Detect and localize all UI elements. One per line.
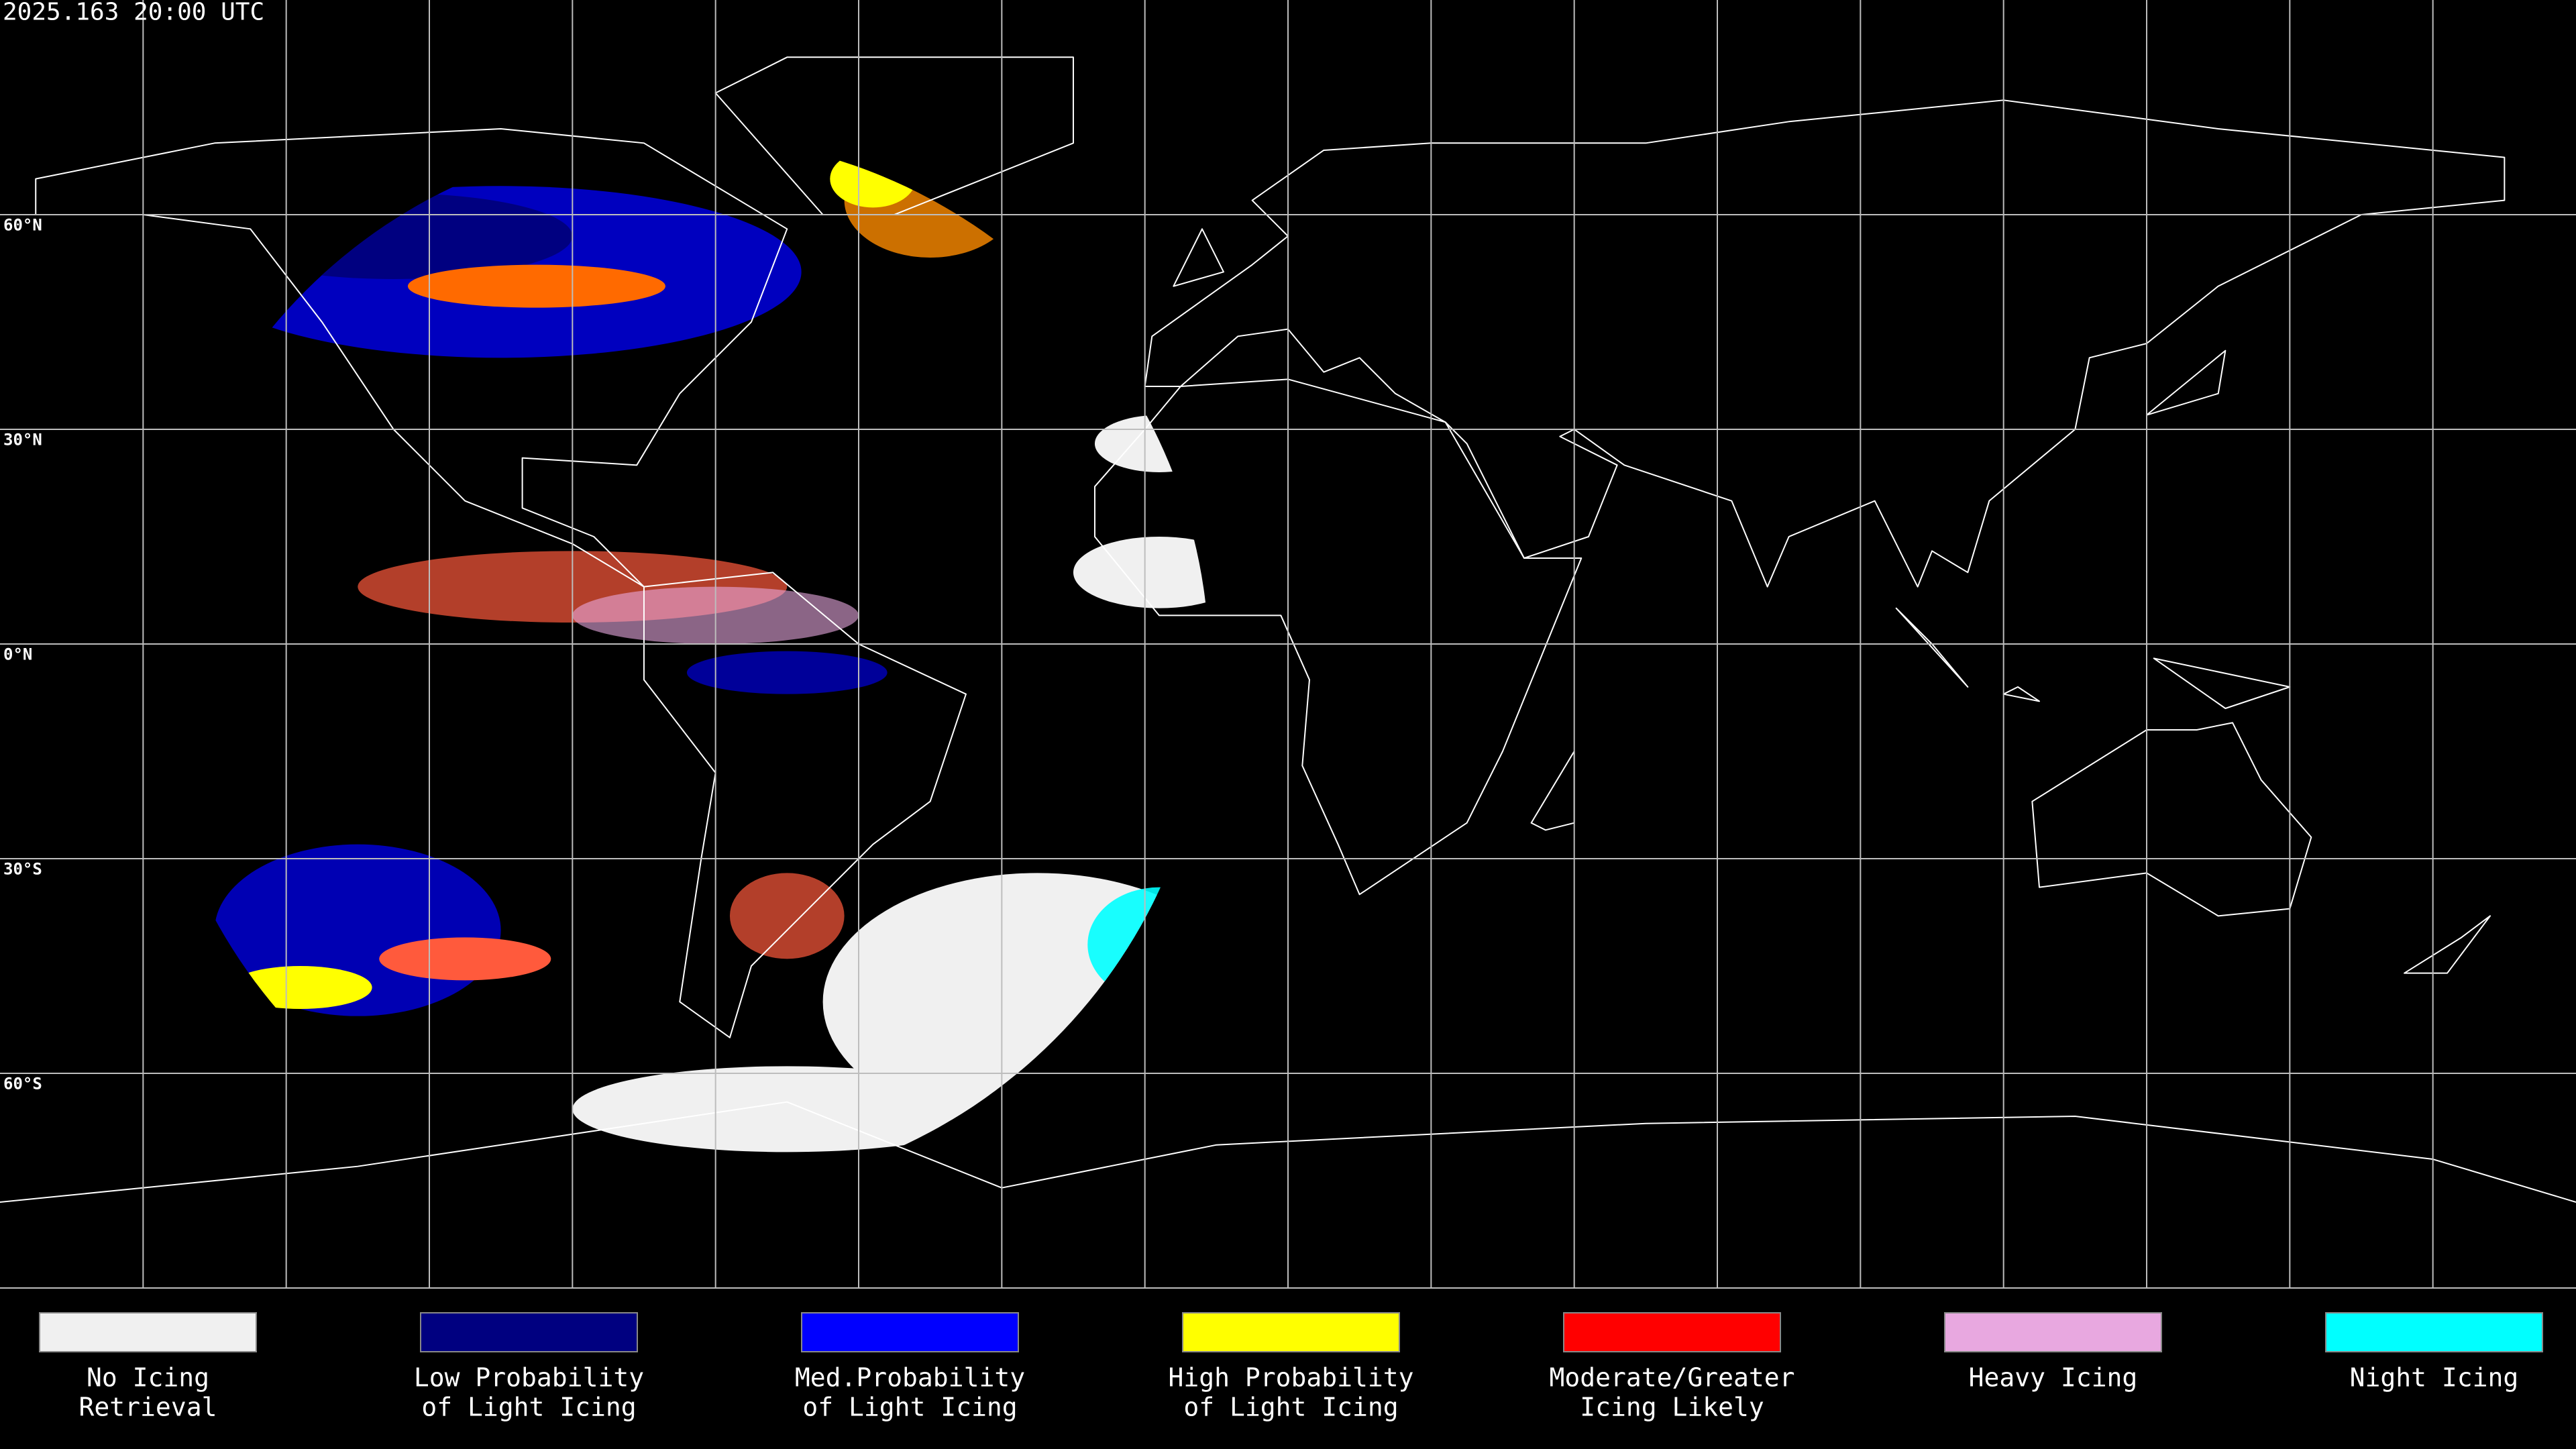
legend-label: Night Icing bbox=[2350, 1363, 2519, 1393]
legend-label: of Light Icing bbox=[802, 1393, 1017, 1422]
legend-swatch bbox=[1944, 1312, 2162, 1352]
timestamp: 2025.163 20:00 UTC bbox=[3, 0, 264, 26]
legend-label: Heavy Icing bbox=[1969, 1363, 2138, 1393]
lat-label: 60°S bbox=[3, 1075, 42, 1093]
lat-labels: 60°N 30°N 0°N 30°S 60°S bbox=[3, 216, 42, 1093]
legend-label: Retrieval bbox=[79, 1393, 217, 1422]
legend-label: of Light Icing bbox=[421, 1393, 636, 1422]
lat-label: 30°S bbox=[3, 860, 42, 879]
legend-swatch bbox=[1563, 1312, 1781, 1352]
legend-label: No Icing bbox=[87, 1363, 209, 1393]
legend-swatch bbox=[39, 1312, 257, 1352]
legend-label: Moderate/Greater bbox=[1549, 1363, 1794, 1393]
legend-swatch bbox=[420, 1312, 638, 1352]
geo-layer bbox=[0, 57, 2576, 1216]
legend-label: High Probability bbox=[1168, 1363, 1413, 1393]
legend-label: of Light Icing bbox=[1183, 1393, 1398, 1422]
legend-swatch bbox=[1182, 1312, 1400, 1352]
legend-label: Low Probability bbox=[414, 1363, 644, 1393]
legend-label: Med.Probability bbox=[795, 1363, 1025, 1393]
legend-label: Icing Likely bbox=[1580, 1393, 1764, 1422]
legend-swatch bbox=[801, 1312, 1019, 1352]
lat-label: 30°N bbox=[3, 431, 42, 449]
lat-label: 60°N bbox=[3, 216, 42, 235]
legend-swatch bbox=[2325, 1312, 2543, 1352]
graticule bbox=[0, 0, 2576, 1289]
lat-label: 0°N bbox=[3, 645, 32, 664]
